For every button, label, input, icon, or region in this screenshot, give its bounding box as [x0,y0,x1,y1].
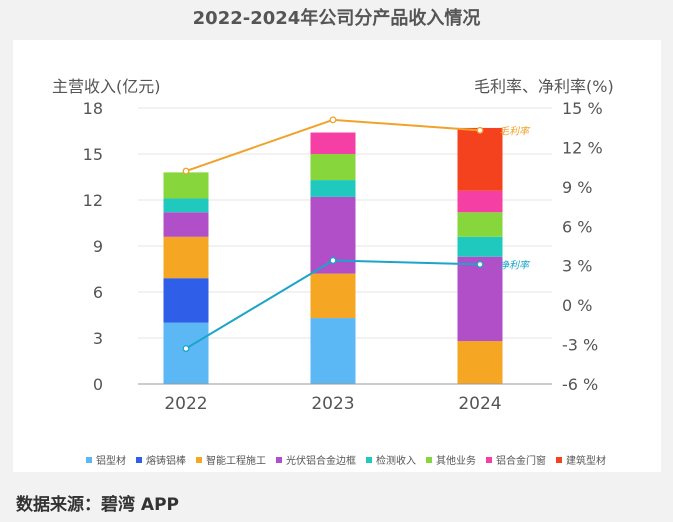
y2-tick-label: 15 % [562,99,603,118]
bar-segment [310,318,356,384]
line-label: 净利率 [499,259,531,271]
bar-segment [163,212,209,237]
legend-label: 铝型材 [96,454,126,467]
line-point [182,345,190,352]
bar-segment [310,132,356,154]
y-axis-title: 主营收入(亿元) [52,77,161,96]
y2-axis-title: 毛利率、净利率(%) [474,77,614,96]
bar-segment [163,278,209,323]
bar-segment [457,127,503,191]
legend-label: 铝合金门窗 [496,454,546,467]
legend-swatch [196,457,202,463]
legend-label: 检测收入 [376,454,416,467]
bar-segment [457,256,503,342]
y-tick-label: 0 [93,375,103,394]
y2-tick-label: -3 % [562,336,598,355]
bar-segment [310,180,356,197]
legend-swatch [426,457,432,463]
y-tick-label: 9 [93,237,103,256]
line-point [476,126,484,134]
bar-segment [163,198,209,213]
legend-swatch [366,457,372,463]
legend-swatch [136,457,142,463]
bar-segment [163,236,209,279]
y2-tick-label: 6 % [562,217,592,236]
legend-label: 建筑型材 [566,454,606,467]
y2-tick-label: 0 % [562,296,592,315]
x-tick-label: 2022 [164,394,207,414]
x-tick-label: 2024 [458,394,501,414]
y2-tick-label: 9 % [562,178,592,197]
line-label: 毛利率 [499,125,531,137]
legend-label: 熔铸铝棒 [146,454,186,467]
legend-swatch [556,457,562,463]
legend-swatch [486,457,492,463]
chart-title: 2022-2024年公司分产品收入情况 [192,8,481,29]
legend-swatch [86,457,92,463]
bar-segment [457,236,503,257]
y2-tick-label: 12 % [562,138,603,157]
legend-label: 其他业务 [436,454,476,467]
line-point [329,257,337,264]
x-tick-label: 2023 [311,394,354,414]
bar-segment [457,212,503,237]
y-tick-label: 3 [93,329,103,348]
y2-tick-label: 3 % [562,257,592,276]
line-point [329,116,337,124]
y2-tick-label: -6 % [562,375,598,394]
bar-segment [457,190,503,213]
y-tick-label: 12 [83,191,103,210]
bar-segment [310,154,356,181]
legend-label: 智能工程施工 [206,454,266,467]
legend-swatch [276,457,282,463]
y-tick-label: 6 [93,283,103,302]
line-point [476,260,484,268]
data-source: 数据来源：碧湾 APP [16,495,179,515]
bar-segment [457,341,503,384]
y-tick-label: 15 [83,145,103,164]
bar-segment [163,322,209,384]
bar-segment [310,273,356,319]
legend-label: 光伏铝合金边框 [286,454,356,467]
line-point [182,167,190,175]
bar-segment [163,172,209,199]
y-tick-label: 18 [83,99,103,118]
